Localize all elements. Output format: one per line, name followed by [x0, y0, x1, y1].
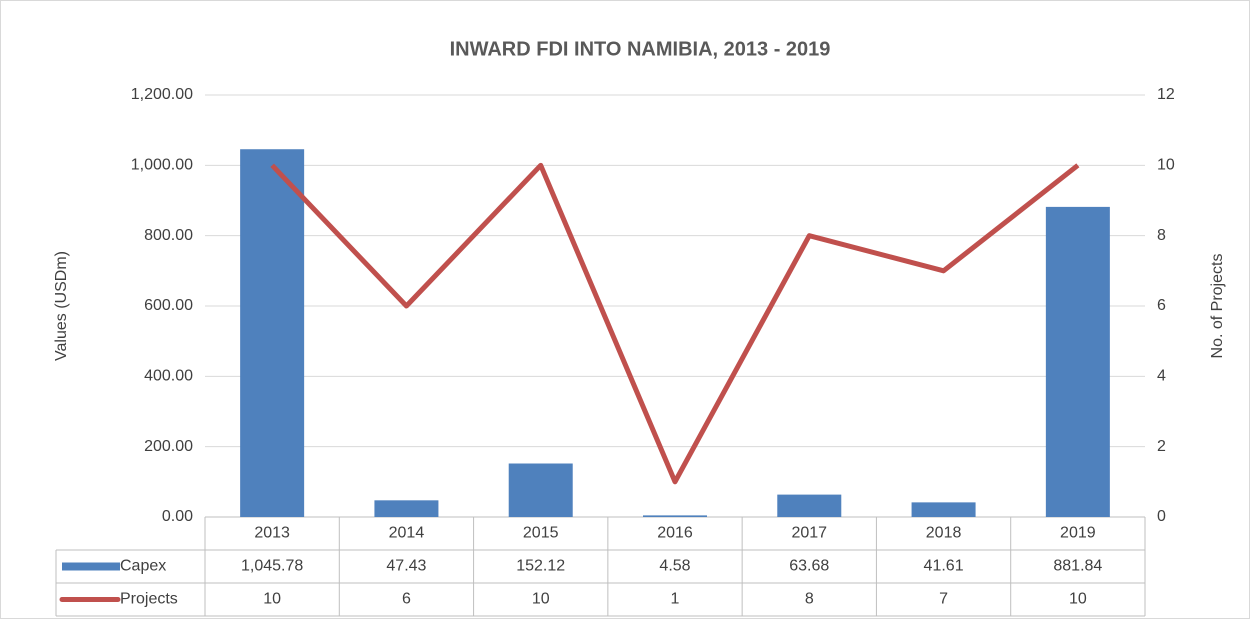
legend-label: Projects	[120, 591, 178, 608]
y2-tick-label: 10	[1157, 157, 1175, 174]
y-tick-label: 1,200.00	[131, 86, 193, 103]
table-value: 1	[671, 591, 680, 608]
table-value: 41.61	[924, 558, 964, 575]
y-tick-label: 400.00	[144, 368, 193, 385]
table-value: 63.68	[789, 558, 829, 575]
x-tick-label: 2018	[926, 525, 962, 542]
y2-tick-label: 12	[1157, 86, 1175, 103]
y-tick-label: 1,000.00	[131, 157, 193, 174]
bar	[777, 494, 842, 517]
x-tick-label: 2014	[389, 525, 425, 542]
x-tick-label: 2019	[1060, 525, 1096, 542]
bar	[508, 463, 573, 517]
table-value: 7	[939, 591, 948, 608]
table-value: 10	[532, 591, 550, 608]
y-tick-label: 200.00	[144, 438, 193, 455]
x-tick-label: 2017	[791, 525, 827, 542]
bar	[1045, 206, 1110, 517]
y2-tick-label: 2	[1157, 438, 1166, 455]
table-value: 47.43	[386, 558, 426, 575]
y2-tick-label: 0	[1157, 508, 1166, 525]
y2-tick-label: 4	[1157, 368, 1166, 385]
line	[270, 162, 1080, 485]
y-tick-label: 600.00	[144, 297, 193, 314]
table-value: 8	[805, 591, 814, 608]
table-value: 1,045.78	[241, 558, 303, 575]
legend-key	[62, 562, 120, 571]
y-tick-label: 0.00	[162, 508, 193, 525]
x-tick-label: 2015	[523, 525, 559, 542]
table-value: 10	[1069, 591, 1087, 608]
table-value: 881.84	[1053, 558, 1102, 575]
chart-title: INWARD FDI INTO NAMIBIA, 2013 - 2019	[450, 38, 831, 60]
legend-label: Capex	[120, 558, 166, 575]
bar	[374, 500, 439, 517]
x-tick-label: 2013	[254, 525, 290, 542]
table-value: 4.58	[659, 558, 690, 575]
y2-tick-label: 6	[1157, 297, 1166, 314]
bar	[643, 515, 707, 517]
x-tick-label: 2016	[657, 525, 693, 542]
y2-tick-label: 8	[1157, 227, 1166, 244]
y-axis-title: Values (USDm)	[53, 251, 70, 361]
y-tick-label: 800.00	[144, 227, 193, 244]
bar	[240, 149, 305, 517]
table-value: 152.12	[516, 558, 565, 575]
bar	[911, 502, 976, 517]
table-value: 6	[402, 591, 411, 608]
table-value: 10	[263, 591, 281, 608]
y2-axis-title: No. of Projects	[1209, 254, 1226, 359]
